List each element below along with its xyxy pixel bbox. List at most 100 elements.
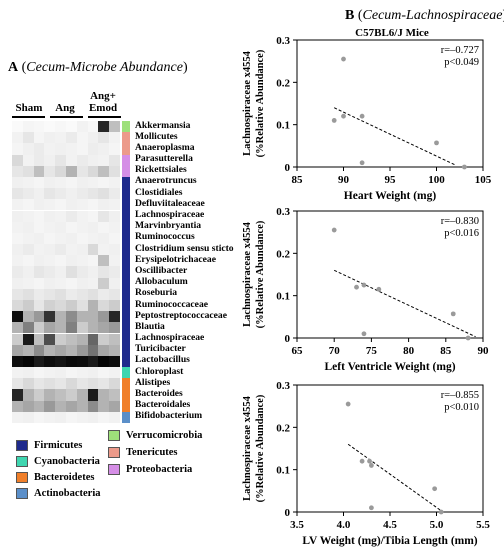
y-tick-label: 0.2 xyxy=(276,77,290,89)
heatmap-cell xyxy=(66,277,77,289)
heatmap-cell xyxy=(44,367,56,379)
heatmap-cell xyxy=(87,389,99,401)
heatmap-cell xyxy=(98,277,110,289)
taxon-label: Defluviitaleaceae xyxy=(135,197,205,209)
heatmap-cell xyxy=(22,165,34,177)
heatmap-cell xyxy=(22,288,34,300)
heatmap-cell xyxy=(44,344,56,356)
heatmap-cell xyxy=(44,121,56,133)
heatmap-cell xyxy=(109,221,120,233)
data-point xyxy=(354,284,359,290)
heatmap-cell xyxy=(12,300,23,312)
heatmap-cell xyxy=(55,165,66,177)
heatmap-cell xyxy=(33,411,45,423)
heatmap-cell xyxy=(66,322,77,334)
heatmap-cell xyxy=(33,344,45,356)
heatmap-cell xyxy=(44,288,56,300)
phylum-strip-segment xyxy=(122,355,130,368)
heatmap-cell xyxy=(98,389,110,401)
heatmap-cell xyxy=(109,132,120,144)
x-axis-label: Heart Weight (mg) xyxy=(344,190,437,202)
heatmap-cell xyxy=(44,165,56,177)
legend-label: Proteobacteria xyxy=(126,464,193,475)
legend-label: Firmicutes xyxy=(34,440,83,451)
heatmap-cell xyxy=(109,389,120,401)
heatmap-cell xyxy=(109,378,120,390)
heatmap-cell xyxy=(98,311,110,323)
heatmap-cell xyxy=(87,221,99,233)
heatmap-cell xyxy=(33,400,45,412)
taxon-label: Anaeroplasma xyxy=(135,141,195,153)
heatmap-cell xyxy=(98,400,110,412)
heatmap-cell xyxy=(55,344,66,356)
x-tick-label: 4.0 xyxy=(337,519,351,531)
heatmap-cell xyxy=(98,121,110,133)
legend-swatch xyxy=(108,464,120,475)
panel-b-title-text: Cecum-Lachnospiraceae xyxy=(362,8,503,23)
heatmap-cell xyxy=(87,333,99,345)
heatmap-cell xyxy=(109,143,120,155)
heatmap-cell xyxy=(76,143,88,155)
data-point xyxy=(331,227,337,233)
heatmap-cell xyxy=(22,188,34,200)
heatmap-cell xyxy=(33,188,45,200)
heatmap-cell xyxy=(66,367,77,379)
y-tick-label: 0.1 xyxy=(276,291,290,303)
heatmap-cell xyxy=(66,400,77,412)
heatmap-cell xyxy=(44,355,56,368)
data-point xyxy=(369,505,374,511)
heatmap-cell xyxy=(44,221,56,233)
data-point xyxy=(462,164,467,170)
heatmap-cell xyxy=(66,188,77,200)
heatmap-cell xyxy=(98,132,110,144)
stat-r: r=–0.830 xyxy=(441,216,479,227)
heatmap-cell xyxy=(12,132,23,144)
taxon-label: Parasutterella xyxy=(135,153,193,165)
heatmap-cell xyxy=(76,199,88,211)
heatmap-cell xyxy=(55,311,66,323)
heatmap-cell xyxy=(44,143,56,155)
heatmap-cell xyxy=(33,232,45,245)
x-tick-label: 90 xyxy=(478,345,490,357)
chart-subtitle: C57BL6/J Mice xyxy=(355,27,429,39)
heatmap-cell xyxy=(98,255,110,267)
panel-a-letter: A xyxy=(8,60,19,75)
heatmap-cell xyxy=(109,400,120,412)
y-tick-label: 0.2 xyxy=(276,248,290,260)
heatmap-cell xyxy=(66,300,77,312)
taxon-label: Alistipes xyxy=(135,376,171,388)
heatmap-cell xyxy=(76,389,88,401)
legend-swatch xyxy=(16,488,28,499)
heatmap-cell xyxy=(33,277,45,289)
taxon-label: Anaerotruncus xyxy=(135,175,197,187)
heatmap-cell xyxy=(66,266,77,278)
data-point xyxy=(341,113,346,119)
heatmap-cell xyxy=(22,143,34,155)
group-bar-ang xyxy=(50,116,83,118)
heatmap-cell xyxy=(55,322,66,334)
group-label-ang-emod: Ang+ Emod xyxy=(88,90,118,114)
heatmap-cell xyxy=(87,411,99,423)
heatmap-cell xyxy=(12,121,23,133)
heatmap-cell xyxy=(12,266,23,278)
heatmap-cell xyxy=(109,188,120,200)
taxon-label: Erysipelotrichaceae xyxy=(135,253,216,265)
taxa-label-list: Akkermansia Mollicutes Anaeroplasma Parasut… xyxy=(135,120,245,423)
y-tick-label: 0 xyxy=(285,333,291,345)
data-point xyxy=(450,311,456,317)
heatmap-cell xyxy=(109,154,120,166)
data-point xyxy=(359,458,365,464)
x-axis-label: Left Ventricle Weight (mg) xyxy=(324,361,455,373)
heatmap-cell xyxy=(66,389,77,401)
taxon-label: Lachnospiraceae xyxy=(135,209,205,220)
heatmap-cell xyxy=(55,333,66,345)
heatmap-cell xyxy=(76,210,88,222)
y-tick-label: 0.3 xyxy=(276,35,290,47)
heatmap-cell xyxy=(87,255,99,267)
x-tick-label: 105 xyxy=(475,174,492,186)
heatmap-cell xyxy=(22,344,34,356)
heatmap-cell xyxy=(76,300,88,312)
heatmap-cell xyxy=(44,389,56,401)
heatmap-cell xyxy=(22,311,34,323)
phylum-strip-segment xyxy=(122,143,130,156)
